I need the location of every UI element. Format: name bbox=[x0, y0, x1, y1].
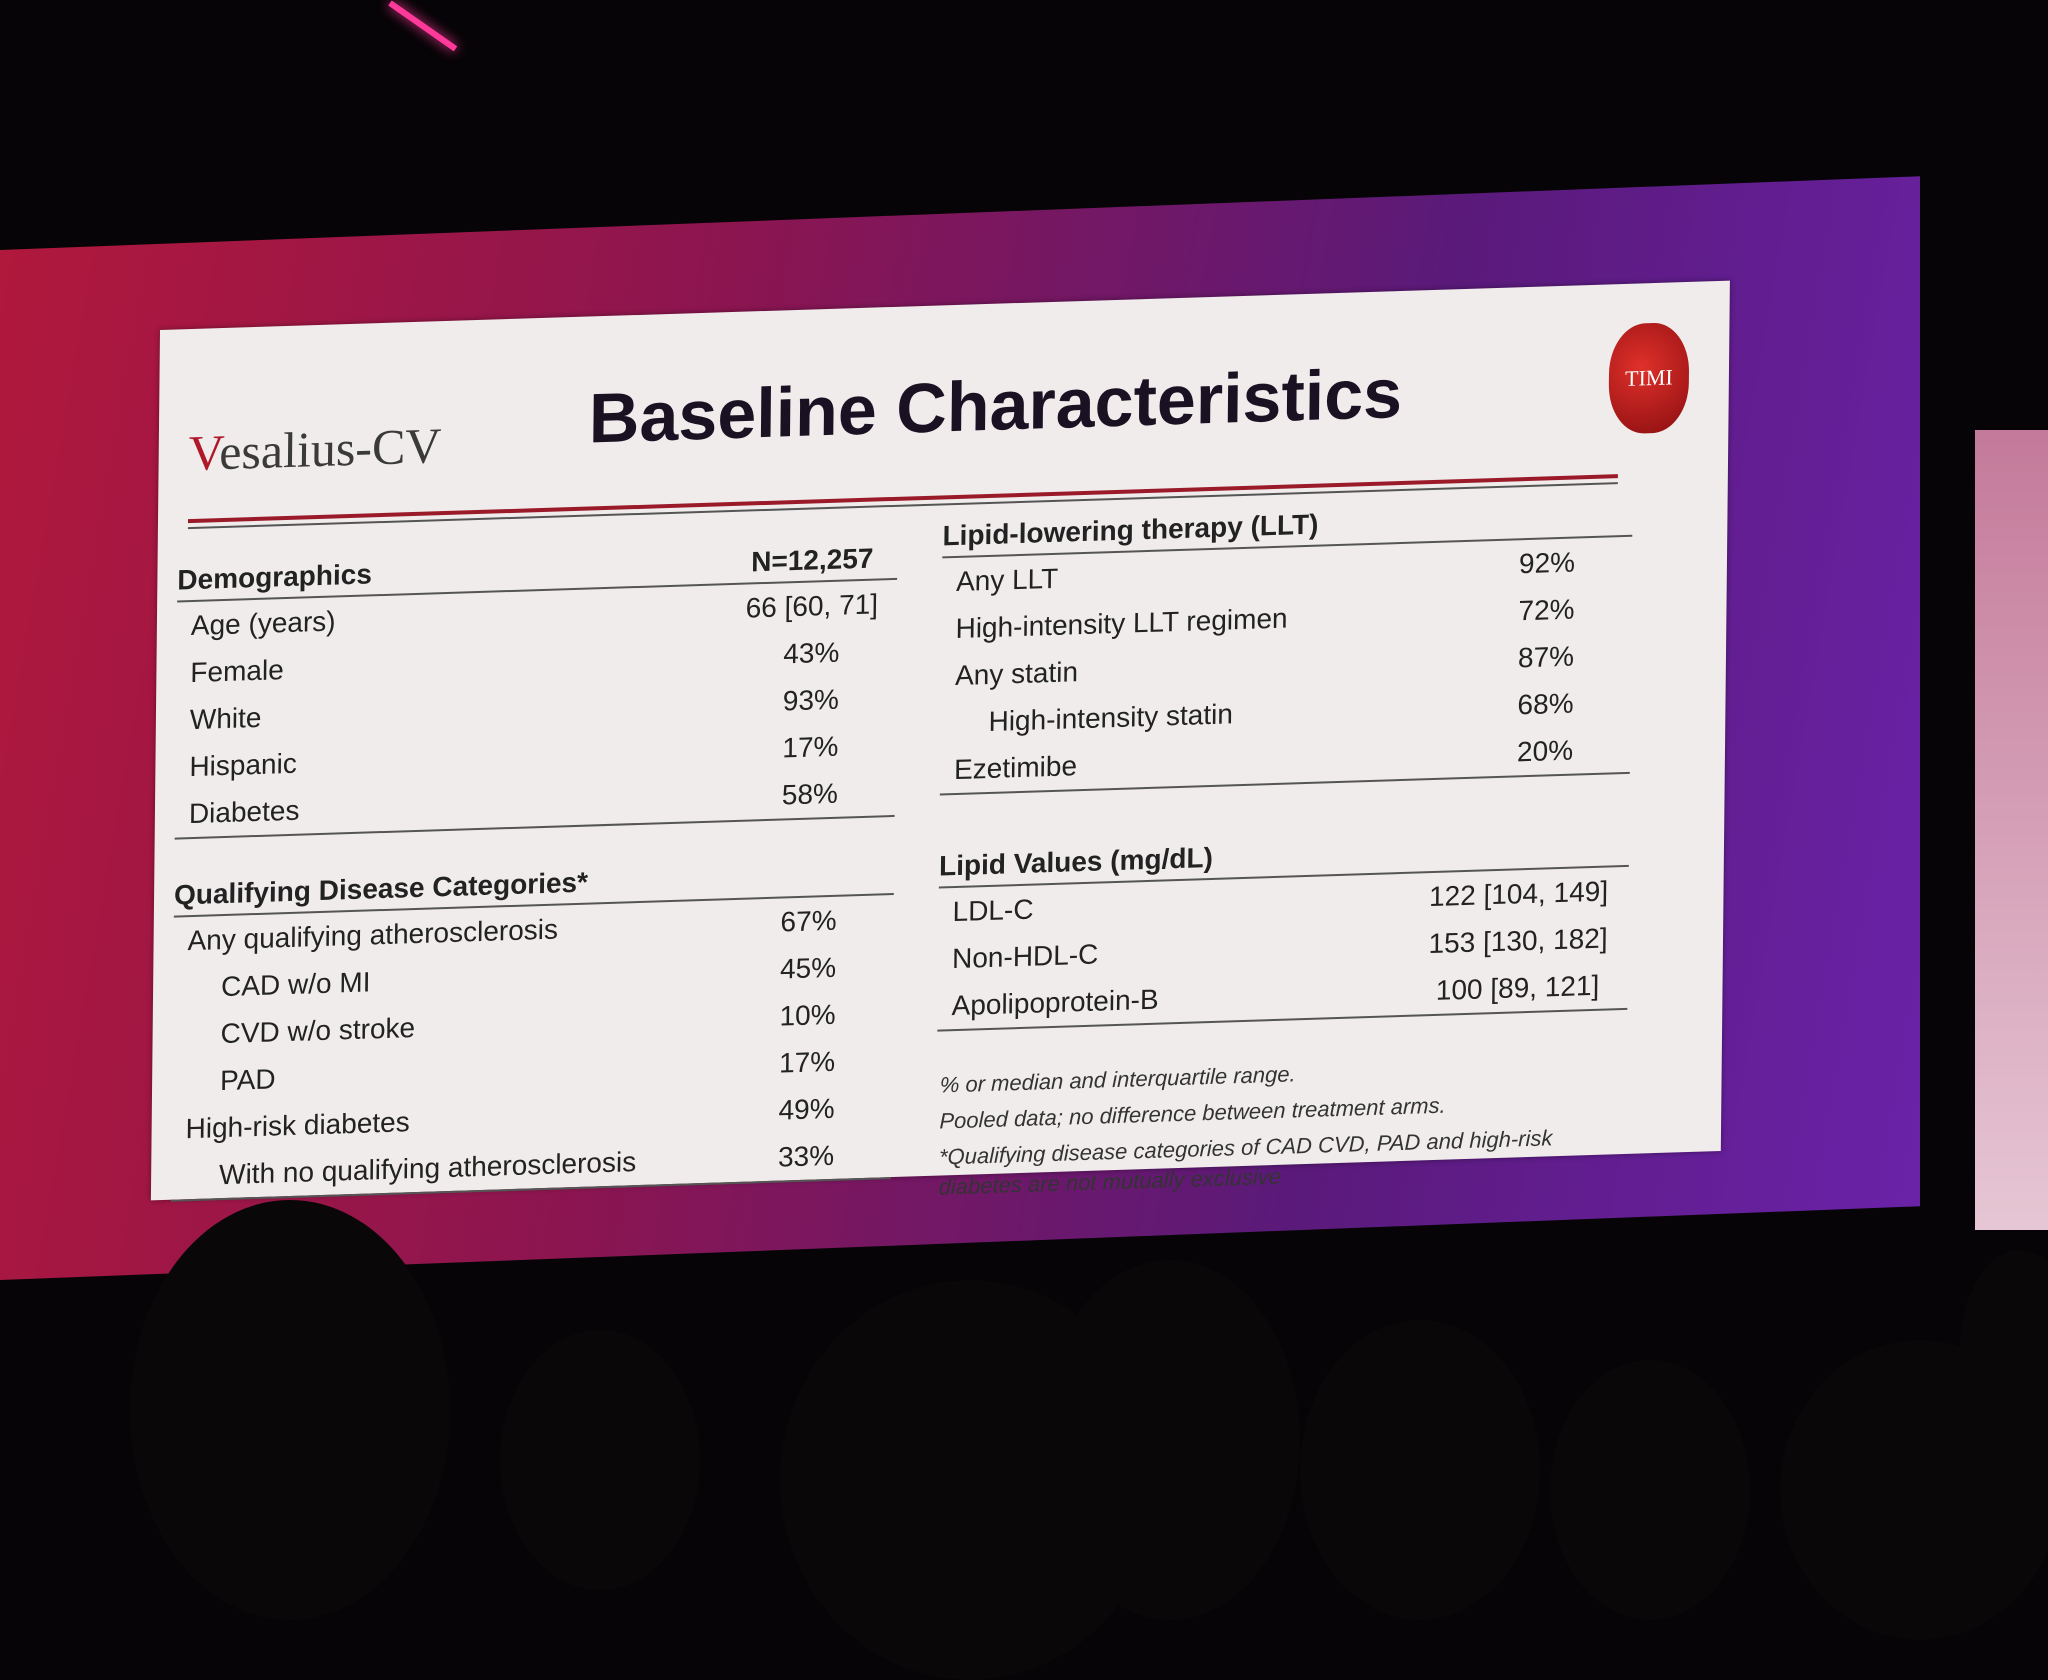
row-label: High-risk diabetes bbox=[185, 1105, 410, 1144]
row-value: 33% bbox=[777, 1139, 835, 1173]
section-heading: Qualifying Disease Categories* bbox=[173, 866, 589, 911]
row-label: Female bbox=[190, 653, 284, 688]
row-value: 100 [89, 121] bbox=[1435, 969, 1600, 1006]
row-value: 58% bbox=[781, 777, 839, 810]
row-label: Non-HDL-C bbox=[951, 938, 1099, 974]
row-label: Any statin bbox=[954, 655, 1079, 691]
row-value: 153 [130, 182] bbox=[1428, 922, 1608, 959]
row-label: Any qualifying atherosclerosis bbox=[187, 913, 559, 956]
row-value: 20% bbox=[1516, 734, 1574, 767]
row-label: Apolipoprotein-B bbox=[951, 983, 1159, 1021]
presentation-slide: Vesalius-CV Baseline Characteristics TIM… bbox=[150, 280, 1730, 1202]
row-value: 17% bbox=[778, 1045, 836, 1079]
row-value: 72% bbox=[1518, 593, 1575, 626]
row-value: 122 [104, 149] bbox=[1428, 874, 1609, 912]
row-value: 45% bbox=[779, 951, 837, 985]
qualifying-table: Qualifying Disease Categories* Any quali… bbox=[170, 856, 895, 1202]
n-label: N=12,257 bbox=[751, 542, 874, 578]
row-label: LDL-C bbox=[952, 893, 1034, 927]
llt-table: Lipid-lowering therapy (LLT) Any LLT 92% … bbox=[939, 498, 1633, 796]
side-screen bbox=[1975, 430, 2048, 1230]
timi-logo: TIMI bbox=[1608, 321, 1690, 435]
row-label: Age (years) bbox=[190, 604, 336, 641]
row-label: White bbox=[189, 701, 262, 735]
stage-light bbox=[388, 0, 458, 52]
row-label: High-intensity LLT regimen bbox=[955, 602, 1288, 644]
section-heading: Lipid Values (mg/dL) bbox=[938, 841, 1214, 882]
row-label: PAD bbox=[219, 1062, 276, 1096]
row-value: 66 [60, 71] bbox=[745, 587, 879, 624]
section-heading: Lipid-lowering therapy (LLT) bbox=[942, 508, 1319, 552]
row-label: Any LLT bbox=[955, 562, 1059, 597]
lipid-values-table: Lipid Values (mg/dL) LDL-C 122 [104, 149]… bbox=[937, 828, 1630, 1032]
row-value: 43% bbox=[783, 636, 840, 669]
row-label: With no qualifying atherosclerosis bbox=[218, 1145, 637, 1190]
row-label: CVD w/o stroke bbox=[220, 1011, 416, 1049]
row-label: Hispanic bbox=[189, 747, 297, 782]
row-value: 49% bbox=[778, 1092, 835, 1126]
row-value: 87% bbox=[1517, 640, 1575, 673]
row-value: 68% bbox=[1517, 687, 1574, 720]
row-value: 17% bbox=[782, 730, 839, 763]
row-label: CAD w/o MI bbox=[220, 965, 371, 1002]
vesalius-logo: Vesalius-CV bbox=[188, 417, 442, 482]
demographics-table: Demographics N=12,257 Age (years) 66 [60, … bbox=[174, 541, 898, 840]
row-value: 67% bbox=[780, 904, 837, 938]
footnotes: % or median and interquartile range. Poo… bbox=[939, 1049, 1640, 1209]
row-label: Ezetimibe bbox=[953, 749, 1078, 785]
row-value: 93% bbox=[782, 683, 840, 716]
row-label: Diabetes bbox=[188, 794, 300, 829]
slide-title: Baseline Characteristics bbox=[588, 353, 1403, 458]
section-heading: Demographics bbox=[177, 558, 373, 596]
row-value: 92% bbox=[1518, 546, 1576, 579]
row-value: 10% bbox=[779, 998, 836, 1032]
row-label: High-intensity statin bbox=[988, 697, 1234, 737]
